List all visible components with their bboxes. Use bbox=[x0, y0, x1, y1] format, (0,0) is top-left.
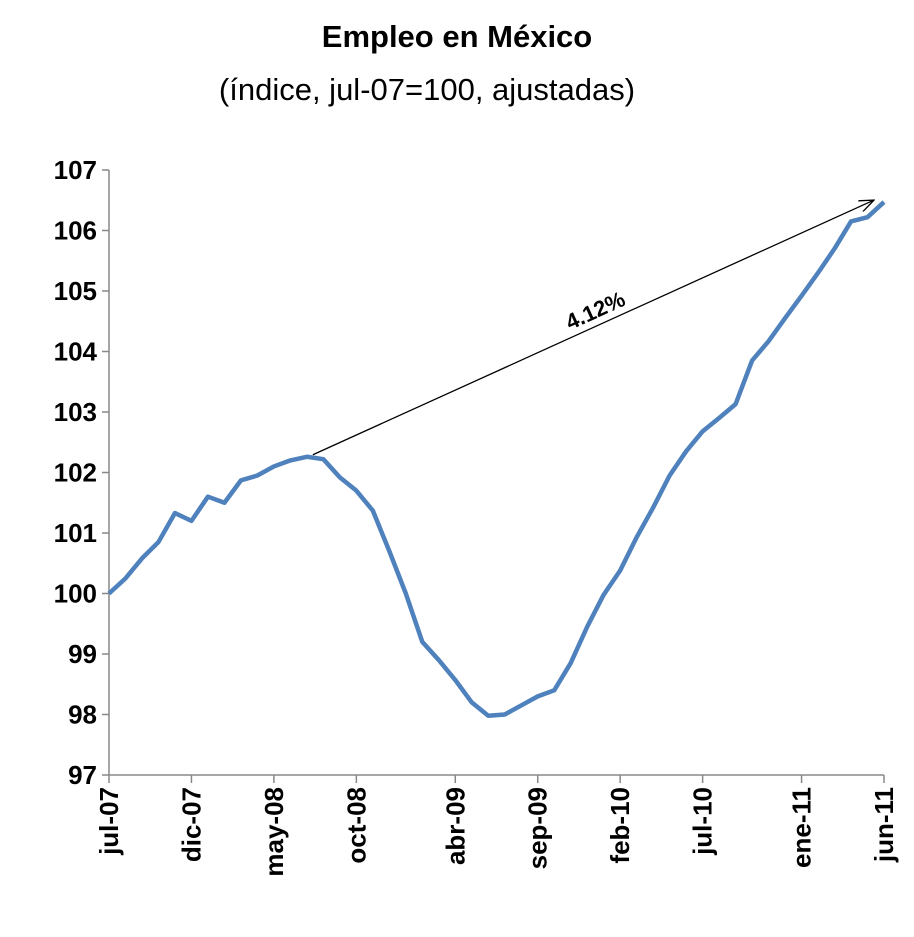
y-tick-label: 106 bbox=[54, 216, 97, 246]
y-tick-label: 97 bbox=[68, 760, 97, 790]
x-tick-label: oct-08 bbox=[341, 787, 371, 864]
chart-subtitle: (índice, jul-07=100, ajustadas) bbox=[219, 72, 635, 107]
x-tick-label: dic-07 bbox=[176, 787, 206, 862]
x-tick-label: abr-09 bbox=[440, 787, 470, 865]
y-tick-label: 99 bbox=[68, 639, 97, 669]
y-tick-label: 100 bbox=[54, 579, 97, 609]
chart-title: Empleo en México bbox=[322, 19, 592, 54]
y-tick-label: 102 bbox=[54, 458, 97, 488]
y-tick-label: 103 bbox=[54, 397, 97, 427]
x-tick-label: jul-10 bbox=[688, 787, 718, 856]
x-tick-label: may-08 bbox=[259, 787, 289, 877]
x-tick-label: jun-11 bbox=[869, 787, 899, 863]
y-tick-label: 98 bbox=[68, 700, 97, 730]
x-tick-label: ene-11 bbox=[787, 787, 817, 868]
y-tick-label: 101 bbox=[54, 518, 97, 548]
line-series bbox=[107, 200, 886, 718]
annotation-label: 4.12% bbox=[562, 286, 629, 335]
annotation-arrow bbox=[312, 200, 874, 456]
y-tick-label: 104 bbox=[54, 337, 98, 367]
x-tick-label: jul-07 bbox=[94, 787, 124, 856]
x-tick-label: sep-09 bbox=[523, 787, 553, 869]
x-tick-label: feb-10 bbox=[605, 787, 635, 864]
y-tick-label: 107 bbox=[54, 155, 97, 185]
y-tick-label: 105 bbox=[54, 276, 97, 306]
